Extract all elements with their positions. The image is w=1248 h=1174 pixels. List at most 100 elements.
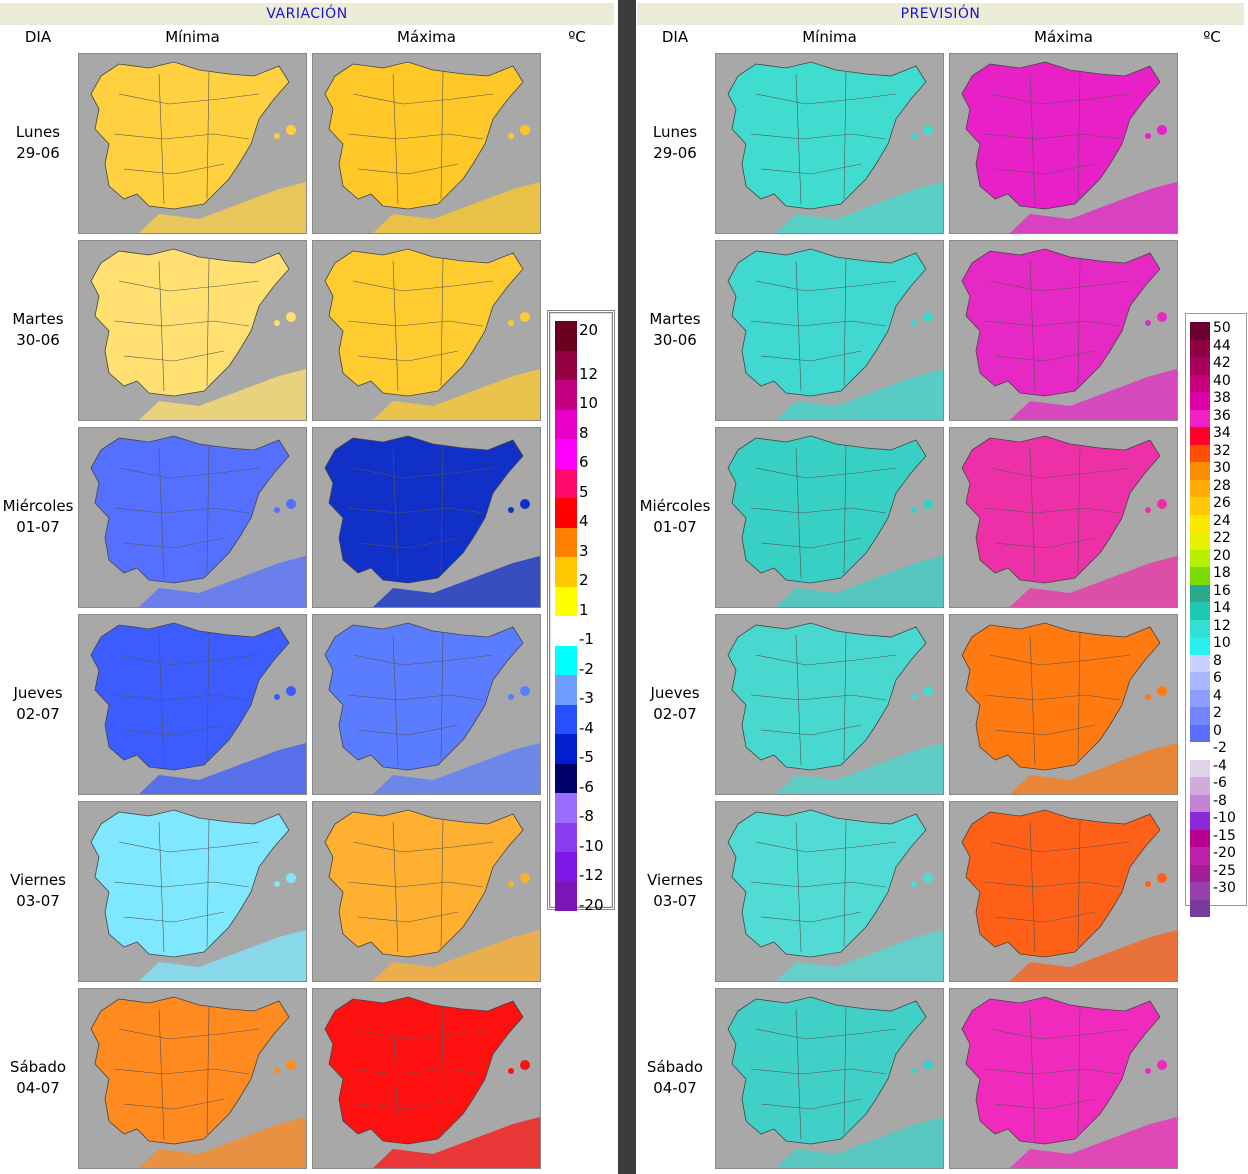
legend-label: 5 bbox=[579, 482, 589, 501]
day-label: Miércoles 01-07 bbox=[637, 496, 713, 538]
legend-swatch bbox=[1190, 462, 1210, 480]
forecast-legend: 50 44 42 40 38 36 34 32 30 28 26 24 22 20 18 16 14 12 10 8 6… bbox=[1185, 313, 1247, 917]
legend-label: 18 bbox=[1213, 565, 1231, 581]
panel-divider bbox=[618, 0, 636, 1174]
day-date: 01-07 bbox=[653, 518, 697, 536]
legend-label: -20 bbox=[579, 895, 604, 914]
legend-swatch bbox=[1190, 759, 1210, 777]
map-minima bbox=[78, 614, 307, 795]
legend-swatch bbox=[1190, 619, 1210, 637]
day-name: Viernes bbox=[10, 871, 66, 889]
day-date: 04-07 bbox=[653, 1079, 697, 1097]
legend-swatch bbox=[555, 763, 577, 793]
legend-label: -25 bbox=[1213, 862, 1236, 879]
legend-swatch bbox=[1190, 689, 1210, 707]
day-date: 04-07 bbox=[16, 1079, 60, 1097]
legend-swatch bbox=[1190, 637, 1210, 655]
map-minima bbox=[78, 988, 307, 1169]
legend-swatch bbox=[555, 852, 577, 882]
day-label: Viernes 03-07 bbox=[637, 870, 713, 912]
legend-label: -6 bbox=[1213, 775, 1227, 791]
legend-swatch bbox=[1190, 847, 1210, 865]
day-label: Lunes 29-06 bbox=[637, 122, 713, 164]
legend-label: 4 bbox=[579, 512, 589, 530]
day-date: 02-07 bbox=[653, 705, 697, 723]
legend-label: 10 bbox=[579, 394, 599, 412]
map-minima bbox=[78, 801, 307, 982]
legend-swatch bbox=[1190, 584, 1210, 602]
legend-swatch bbox=[1190, 339, 1210, 357]
legend-label: -10 bbox=[579, 836, 604, 855]
legend-label: 22 bbox=[1213, 530, 1231, 546]
day-name: Jueves bbox=[650, 684, 700, 702]
legend-label: -10 bbox=[1213, 810, 1236, 826]
legend-label: 20 bbox=[1213, 547, 1231, 564]
legend-swatch bbox=[1190, 864, 1210, 882]
column-minima: Mínima bbox=[165, 28, 220, 46]
legend-swatch bbox=[1190, 602, 1210, 620]
day-label: Martes 30-06 bbox=[0, 309, 76, 351]
legend-swatch bbox=[555, 675, 577, 705]
day-name: Jueves bbox=[13, 684, 63, 702]
day-label: Jueves 02-07 bbox=[0, 683, 76, 725]
legend-label: 36 bbox=[1213, 407, 1231, 424]
legend-swatch bbox=[555, 468, 577, 498]
day-label: Martes 30-06 bbox=[637, 309, 713, 351]
legend-label: 38 bbox=[1213, 390, 1231, 406]
legend-label: -8 bbox=[1213, 792, 1227, 809]
legend-swatch bbox=[555, 498, 577, 528]
map-maxima bbox=[949, 240, 1178, 421]
legend-label: 2 bbox=[579, 571, 589, 589]
map-maxima bbox=[949, 427, 1178, 608]
legend-label: 12 bbox=[579, 364, 599, 383]
legend-swatch bbox=[1190, 794, 1210, 812]
map-maxima bbox=[312, 53, 541, 234]
day-date: 29-06 bbox=[653, 144, 697, 162]
legend-swatch bbox=[1190, 899, 1210, 917]
day-label: Miércoles 01-07 bbox=[0, 496, 76, 538]
column-minima: Mínima bbox=[802, 28, 857, 46]
variation-panel: VARIACIÓN DIA Mínima Máxima ºC Lunes 29-0… bbox=[0, 0, 617, 1174]
legend-swatch bbox=[1190, 392, 1210, 410]
legend-swatch bbox=[1190, 497, 1210, 515]
map-maxima bbox=[312, 988, 541, 1169]
legend-label: 16 bbox=[1213, 582, 1231, 599]
legend-swatch bbox=[555, 321, 577, 351]
variation-title: VARIACIÓN bbox=[0, 3, 614, 25]
legend-swatch bbox=[1190, 567, 1210, 585]
day-name: Sábado bbox=[646, 1058, 704, 1076]
legend-label: -30 bbox=[1213, 880, 1236, 896]
legend-label: 14 bbox=[1213, 600, 1231, 616]
day-label: Lunes 29-06 bbox=[0, 122, 76, 164]
forecast-title: PREVISIÓN bbox=[637, 3, 1244, 25]
legend-swatch bbox=[1190, 549, 1210, 567]
day-label: Jueves 02-07 bbox=[637, 683, 713, 725]
legend-label: -20 bbox=[1213, 845, 1236, 861]
legend-swatch bbox=[1190, 812, 1210, 830]
legend-swatch bbox=[1190, 777, 1210, 795]
legend-label: 8 bbox=[579, 423, 589, 442]
legend-swatch bbox=[1190, 672, 1210, 690]
legend-label: -3 bbox=[579, 689, 594, 707]
legend-label: 26 bbox=[1213, 495, 1231, 511]
legend-swatch bbox=[555, 586, 577, 616]
legend-swatch bbox=[1190, 479, 1210, 497]
map-maxima bbox=[312, 240, 541, 421]
legend-label: 6 bbox=[1213, 670, 1222, 686]
day-name: Miércoles bbox=[639, 497, 711, 515]
legend-label: 12 bbox=[1213, 617, 1231, 634]
map-maxima bbox=[312, 801, 541, 982]
legend-swatch bbox=[555, 380, 577, 410]
legend-swatch bbox=[555, 527, 577, 557]
legend-label: 24 bbox=[1213, 512, 1231, 529]
map-minima bbox=[715, 988, 944, 1169]
variation-legend: 20 12 10 8 6 5 4 3 2 1 -1 -2 -3 -4 -5 -6 -8 -10 -12 -20 bbox=[547, 310, 615, 914]
map-minima bbox=[78, 427, 307, 608]
legend-label: 42 bbox=[1213, 355, 1231, 371]
legend-label: -4 bbox=[1213, 757, 1227, 774]
column-maxima: Máxima bbox=[397, 28, 456, 46]
column-dia: DIA bbox=[24, 28, 52, 46]
map-minima bbox=[78, 53, 307, 234]
legend-label: 50 bbox=[1213, 320, 1231, 336]
legend-swatch bbox=[1190, 357, 1210, 375]
